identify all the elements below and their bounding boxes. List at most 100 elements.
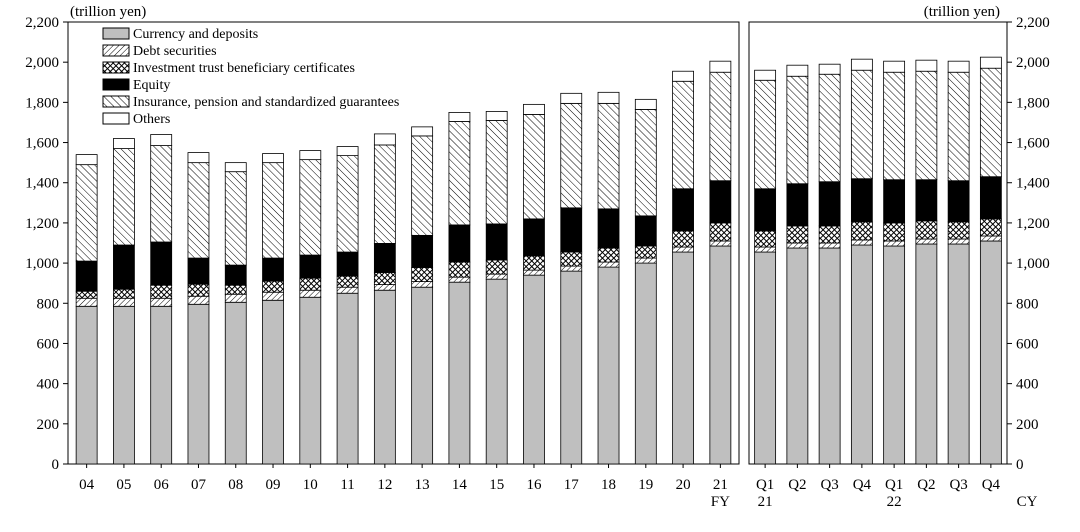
bar-segment bbox=[597, 208, 620, 249]
x-tick-label: 18 bbox=[601, 477, 616, 493]
legend-label: Insurance, pension and standardized guar… bbox=[133, 95, 399, 110]
bar-segment bbox=[754, 188, 777, 232]
bar-segment bbox=[979, 235, 1002, 242]
bar-segment bbox=[411, 267, 434, 282]
y-tick-label-right: 200 bbox=[1016, 417, 1039, 433]
bar-segment bbox=[336, 155, 359, 253]
bar-segment bbox=[947, 71, 970, 182]
bar-segment bbox=[915, 179, 938, 222]
bar-segment bbox=[448, 261, 471, 278]
bar-segment bbox=[754, 251, 777, 465]
bar-segment bbox=[262, 153, 284, 164]
bar-segment bbox=[187, 257, 210, 285]
bar-segment bbox=[850, 58, 873, 71]
bar-segment bbox=[150, 145, 173, 243]
bar-segment bbox=[262, 280, 284, 293]
bar-segment bbox=[634, 245, 657, 259]
bar-segment bbox=[485, 120, 508, 225]
x-tick-label: Q3 bbox=[949, 477, 967, 493]
bar-segment bbox=[979, 218, 1002, 237]
bar-segment bbox=[883, 222, 906, 242]
x-tick-label: 11 bbox=[340, 477, 354, 493]
bar-segment bbox=[850, 69, 873, 180]
x-axis-label: CY bbox=[1017, 494, 1038, 510]
legend-label: Equity bbox=[133, 78, 170, 93]
bar-segment bbox=[411, 234, 434, 268]
legend-label: Debt securities bbox=[133, 44, 217, 59]
bar-segment bbox=[150, 284, 173, 299]
bar-segment bbox=[786, 225, 809, 244]
bar-segment bbox=[979, 240, 1002, 465]
bar-segment bbox=[224, 293, 247, 303]
bar-segment bbox=[850, 244, 873, 465]
bar-segment bbox=[672, 188, 694, 232]
bar-segment bbox=[634, 257, 657, 264]
bar-segment bbox=[979, 176, 1002, 220]
bar-segment bbox=[262, 162, 284, 259]
y-tick-label-left: 200 bbox=[37, 417, 60, 433]
legend-swatch bbox=[102, 78, 130, 91]
legend-swatch bbox=[102, 44, 130, 57]
x-tick-label: 09 bbox=[266, 477, 281, 493]
y-tick-label-right: 400 bbox=[1016, 377, 1039, 393]
bar-segment bbox=[560, 207, 583, 253]
bar-segment bbox=[187, 303, 210, 465]
bar-segment bbox=[262, 299, 284, 465]
bar-segment bbox=[373, 272, 396, 285]
bar-segment bbox=[560, 265, 583, 272]
plot-frame-1 bbox=[67, 21, 740, 465]
bar-segment bbox=[786, 64, 809, 77]
bar-segment bbox=[597, 266, 620, 465]
x-tick-sublabel: 22 bbox=[887, 494, 902, 510]
bar-segment bbox=[947, 243, 970, 465]
bar-segment bbox=[224, 284, 247, 295]
y-tick-label-left: 600 bbox=[37, 336, 60, 352]
legend-label: Investment trust beneficiary certificate… bbox=[133, 61, 355, 76]
y-tick-label-right: 600 bbox=[1016, 336, 1039, 352]
bar-segment bbox=[947, 238, 970, 245]
bar-segment bbox=[523, 255, 545, 271]
bar-segment bbox=[523, 274, 545, 465]
bar-segment bbox=[448, 281, 471, 465]
bar-segment bbox=[448, 112, 471, 122]
x-tick-label: 20 bbox=[676, 477, 691, 493]
bar-segment bbox=[818, 247, 841, 465]
bar-segment bbox=[75, 297, 98, 307]
x-tick-label: 19 bbox=[638, 477, 653, 493]
y-tick-label-right: 2,000 bbox=[1016, 55, 1050, 71]
bar-segment bbox=[634, 215, 657, 247]
bar-segment bbox=[299, 296, 322, 465]
bar-segment bbox=[224, 264, 247, 286]
x-tick-label: 06 bbox=[154, 477, 170, 493]
y-tick-label-left: 1,200 bbox=[25, 216, 59, 232]
x-tick-label: Q1 bbox=[885, 477, 903, 493]
x-tick-label: 05 bbox=[116, 477, 131, 493]
y-tick-label-right: 1,200 bbox=[1016, 216, 1050, 232]
x-tick-label: 15 bbox=[489, 477, 504, 493]
bar-segment bbox=[485, 278, 508, 465]
bar-segment bbox=[448, 224, 471, 263]
y-tick-label-left: 1,000 bbox=[25, 256, 59, 272]
bar-segment bbox=[883, 179, 906, 224]
bar-segment bbox=[979, 56, 1002, 69]
bar-segment bbox=[754, 69, 777, 81]
bar-segment bbox=[883, 240, 906, 247]
bar-segment bbox=[485, 273, 508, 280]
bar-segment bbox=[947, 180, 970, 223]
bar-segment bbox=[915, 238, 938, 245]
bar-segment bbox=[883, 245, 906, 465]
y-tick-label-right: 1,000 bbox=[1016, 256, 1050, 272]
legend-swatch bbox=[102, 61, 130, 74]
bar-segment bbox=[113, 138, 135, 149]
bar-segment bbox=[850, 221, 873, 241]
bar-segment bbox=[224, 162, 247, 173]
bar-segment bbox=[709, 71, 732, 182]
y-tick-label-right: 0 bbox=[1016, 457, 1024, 473]
y-tick-label-left: 1,400 bbox=[25, 176, 59, 192]
bar-segment bbox=[373, 243, 396, 273]
bar-segment bbox=[597, 247, 620, 263]
plot-frame-2 bbox=[748, 21, 1008, 465]
bar-segment bbox=[299, 254, 322, 279]
